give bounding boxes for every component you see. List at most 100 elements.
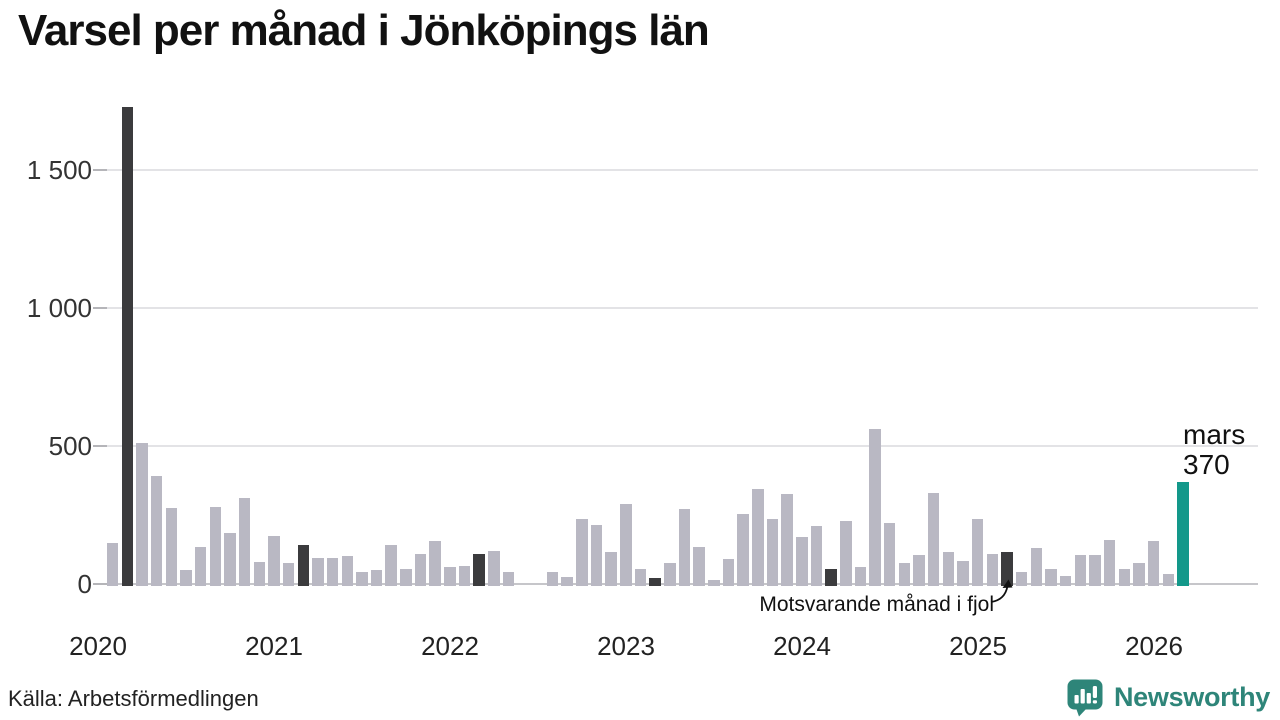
y-tick-label-0: 0: [77, 569, 92, 599]
bar-2023-10: [752, 489, 764, 586]
gridline-0: [95, 583, 1258, 585]
bar-2025-06: [1045, 569, 1057, 586]
bar-2021-08: [370, 570, 383, 586]
bar-2024-06: [869, 429, 881, 586]
bar-2022-08: [546, 572, 559, 586]
bar-2021-02: [282, 563, 295, 586]
bar-2024-02: [810, 526, 823, 586]
bar-2025-04: [1015, 572, 1028, 586]
gridline-1000: [95, 307, 1258, 309]
bar-2023-01: [620, 504, 632, 586]
gridline-500: [95, 445, 1258, 447]
annotation-arrow: [990, 579, 1013, 603]
bar-2023-11: [766, 519, 779, 586]
bar-2023-06: [693, 547, 705, 586]
bar-2021-07: [356, 572, 368, 586]
bar-2020-07: [180, 570, 192, 586]
bar-2020-08: [194, 547, 207, 586]
newsworthy-speech-bubble-chart-icon: [1067, 679, 1103, 717]
bar-2024-07: [883, 523, 896, 586]
bar-2020-02: [106, 543, 119, 586]
x-year-label-2020: 2020: [69, 631, 127, 661]
bar-2024-09: [913, 555, 925, 586]
newsworthy-wordmark: Newsworthy: [1113, 682, 1270, 712]
bar-2025-11: [1118, 569, 1131, 586]
y-axis-tick-0: [93, 583, 107, 585]
bar-2023-12: [781, 494, 793, 586]
bar-2020-10: [224, 533, 236, 586]
bar-2024-01: [796, 537, 808, 586]
bar-2023-07: [708, 580, 720, 586]
current-month-value: 370: [1183, 449, 1230, 480]
y-axis-tick-500: [93, 445, 107, 447]
bar-2025-05: [1030, 548, 1043, 586]
bar-2022-05: [502, 572, 515, 586]
bar-2021-06: [341, 556, 354, 586]
bar-2020-12: [253, 562, 266, 586]
bar-2020-06: [165, 508, 178, 586]
bar-2023-04: [664, 563, 676, 586]
bar-2021-10: [400, 569, 412, 586]
bar-2021-09: [385, 545, 397, 586]
bar-2022-03: [473, 554, 485, 586]
bar-2025-12: [1133, 563, 1145, 586]
bar-2023-03: [649, 578, 661, 586]
bar-2022-04: [488, 551, 500, 586]
bar-2025-03: [1001, 552, 1013, 586]
bar-2025-08: [1074, 555, 1087, 586]
bar-2024-10: [927, 493, 940, 586]
chart-title: Varsel per månad i Jönköpings län: [18, 6, 710, 55]
bar-2022-02: [458, 566, 471, 586]
bar-2025-02: [986, 554, 999, 586]
x-year-label-2021: 2021: [245, 631, 303, 661]
bar-2022-10: [576, 519, 588, 586]
bar-2020-04: [136, 443, 148, 586]
bar-2025-01: [971, 519, 984, 586]
bar-2022-09: [561, 577, 573, 586]
x-year-label-2024: 2024: [773, 631, 831, 661]
bar-2021-11: [414, 554, 427, 586]
bar-2022-11: [590, 525, 603, 586]
y-axis-tick-1500: [93, 169, 107, 171]
bar-2020-09: [209, 507, 222, 586]
annotation-label: Motsvarande månad i fjol: [759, 593, 994, 616]
bar-2025-07: [1059, 576, 1072, 586]
bar-2026-02: [1162, 574, 1175, 586]
x-year-label-2022: 2022: [421, 631, 479, 661]
bar-2021-05: [326, 558, 339, 586]
bar-2024-11: [942, 552, 955, 586]
newsworthy-logo: Newsworthy: [1066, 678, 1270, 717]
bar-2024-04: [840, 521, 852, 586]
current-month-label: mars 370: [1183, 420, 1245, 480]
bar-2024-12: [957, 561, 969, 586]
bar-2021-01: [268, 536, 280, 586]
bar-2024-05: [854, 567, 867, 586]
bar-2024-03: [825, 569, 837, 586]
bar-2023-09: [737, 514, 749, 586]
bar-2020-05: [150, 476, 163, 586]
x-year-label-2023: 2023: [597, 631, 655, 661]
bar-2026-01: [1147, 541, 1160, 586]
bar-2026-03: [1177, 482, 1189, 586]
y-tick-label-1000: 1 000: [26, 293, 92, 323]
gridline-1500: [95, 169, 1258, 171]
bar-2022-01: [444, 567, 456, 586]
y-axis-tick-1000: [93, 307, 107, 309]
bar-2020-11: [238, 498, 251, 586]
y-tick-label-500: 500: [48, 431, 92, 461]
bar-2020-03: [121, 107, 134, 586]
bar-2021-04: [312, 558, 324, 586]
bar-2021-03: [297, 545, 310, 586]
bar-2025-10: [1103, 540, 1116, 586]
y-tick-label-1500: 1 500: [26, 155, 92, 185]
current-month-name: mars: [1183, 419, 1246, 450]
bar-2021-12: [429, 541, 441, 586]
bar-2023-05: [678, 509, 691, 586]
bar-2024-08: [898, 563, 911, 586]
source-label: Källa: Arbetsförmedlingen: [8, 686, 259, 711]
bar-2023-02: [634, 569, 647, 586]
x-year-label-2026: 2026: [1125, 631, 1183, 661]
bar-2023-08: [722, 559, 735, 586]
bar-2022-12: [605, 552, 617, 586]
